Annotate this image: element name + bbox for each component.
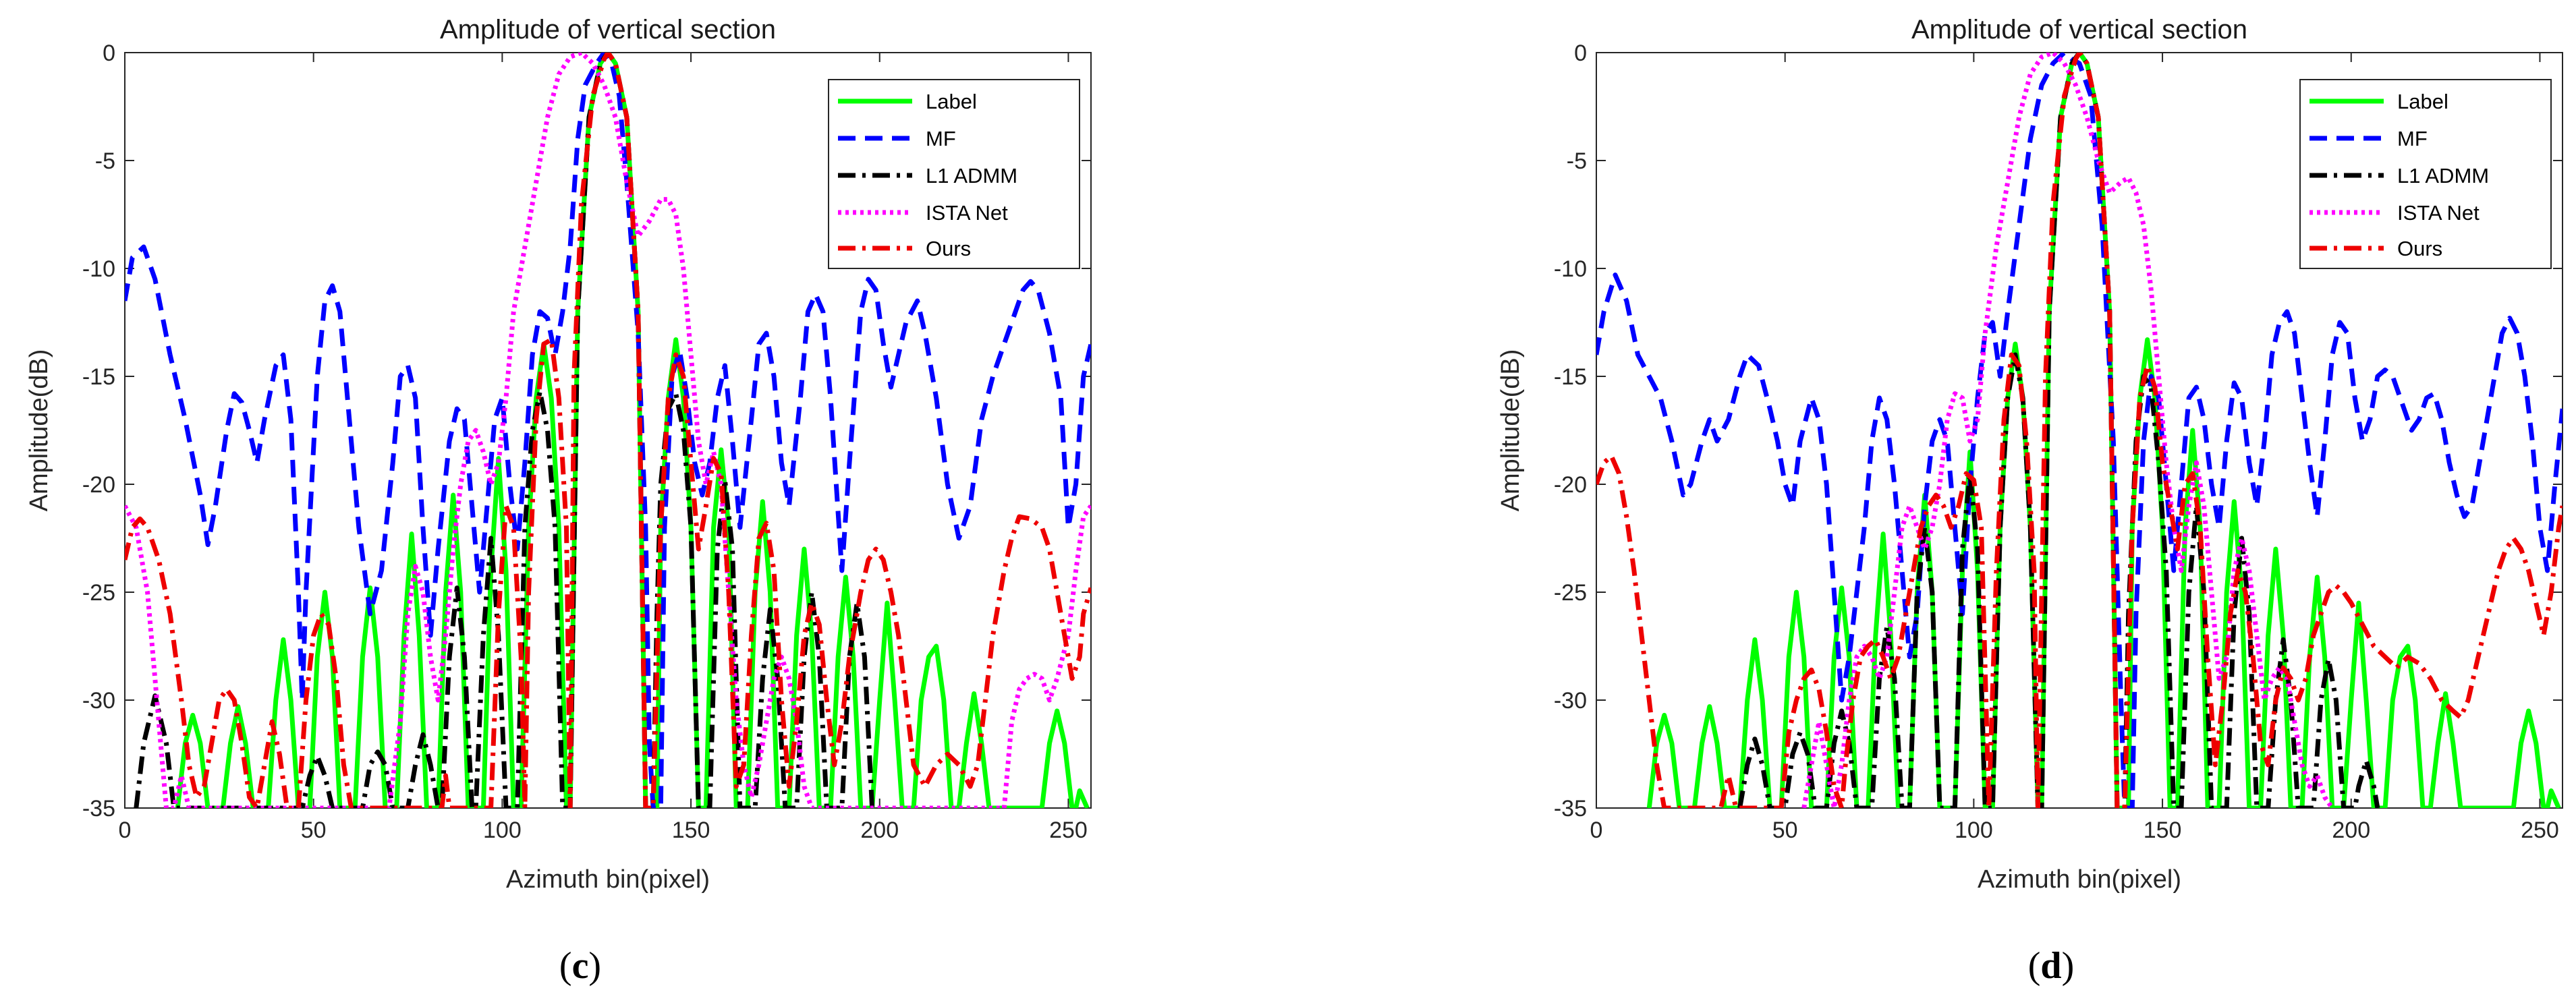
panel-c-legend: Label MF L1 ADMM ISTA Net Ours (828, 79, 1080, 269)
panel-c-series-l1-admm (134, 53, 875, 808)
panel-c-xtick-label: 0 (119, 817, 132, 843)
panel-d-x-axis-label: Azimuth bin(pixel) (1978, 865, 2181, 894)
panel-c-legend-box (828, 79, 1080, 269)
panel-d-y-tick-labels: 0 -5 -10 -15 -20 -25 -30 -35 (1554, 40, 1587, 822)
panel-d-xtick-label: 50 (1772, 817, 1798, 843)
panel-c-series-ista-net (125, 53, 1091, 808)
panel-d-ytick-label: -5 (1567, 148, 1587, 174)
panel-d-series-ista-net (1801, 53, 2334, 808)
panel-c-legend-text-label: Label (926, 90, 977, 113)
panel-c: Amplitude of vertical section 0 -5 -10 -15 -… (25, 15, 1092, 987)
panel-d-legend: Label MF L1 ADMM ISTA Net Ours (2299, 79, 2552, 269)
panel-c-legend-text-ours: Ours (926, 237, 971, 260)
panel-c-legend-text-ista-net: ISTA Net (926, 201, 1008, 225)
panel-d-ytick-label: -35 (1554, 796, 1587, 822)
panel-d-legend-text-mf: MF (2397, 127, 2428, 150)
panel-c-xtick-label: 200 (860, 817, 899, 843)
panel-d: Amplitude of vertical section 0 -5 -10 -15 -… (1496, 15, 2563, 987)
panel-d-ytick-label: -15 (1554, 364, 1587, 390)
panel-c-x-tick-labels: 0 50 100 150 200 250 (119, 817, 1088, 843)
panel-d-xtick-label: 200 (2332, 817, 2370, 843)
panel-c-ytick-label: -35 (82, 796, 115, 822)
panel-c-legend-text-l1-admm: L1 ADMM (926, 164, 1017, 188)
panel-c-title: Amplitude of vertical section (440, 15, 776, 45)
panel-c-xtick-label: 250 (1049, 817, 1088, 843)
panel-c-ytick-label: -5 (95, 148, 115, 174)
panel-c-tick-marks (124, 52, 1091, 809)
panel-d-ytick-label: -25 (1554, 580, 1587, 606)
panel-d-xtick-label: 100 (1955, 817, 1993, 843)
panel-d-ytick-label: 0 (1574, 40, 1587, 66)
panel-c-xtick-label: 150 (672, 817, 710, 843)
panel-c-series-ours (125, 53, 1091, 808)
panel-d-caption: (d) (2028, 945, 2074, 987)
panel-c-ytick-label: -15 (82, 364, 115, 390)
panel-d-legend-text-ours: Ours (2397, 237, 2442, 260)
panel-d-xtick-label: 250 (2521, 817, 2559, 843)
panel-c-y-tick-labels: 0 -5 -10 -15 -20 -25 -30 -35 (82, 40, 115, 822)
panel-d-x-tick-labels: 0 50 100 150 200 250 (1590, 817, 2559, 843)
panel-d-series-ours (1596, 53, 2563, 808)
panel-d-legend-box (2299, 79, 2552, 269)
panel-d-legend-text-ista-net: ISTA Net (2397, 201, 2480, 225)
panel-c-caption: (c) (559, 945, 601, 987)
panel-c-xtick-label: 100 (483, 817, 522, 843)
panel-d-legend-text-label: Label (2397, 90, 2448, 113)
panel-d-ytick-label: -20 (1554, 472, 1587, 498)
panel-d-series-mf (1596, 53, 2563, 808)
panel-c-x-axis-label: Azimuth bin(pixel) (506, 865, 710, 894)
panel-c-ytick-label: -25 (82, 580, 115, 606)
panel-d-caption-letter: d (2040, 945, 2061, 987)
panel-d-ytick-label: -10 (1554, 256, 1587, 282)
panel-d-y-axis-label: Amplitude(dB) (1496, 349, 1525, 512)
panel-c-legend-text-mf: MF (926, 127, 956, 150)
panel-d-ytick-label: -30 (1554, 688, 1587, 714)
panel-c-xtick-label: 50 (301, 817, 327, 843)
panel-c-ytick-label: 0 (103, 40, 115, 66)
panel-c-ytick-label: -30 (82, 688, 115, 714)
panel-d-plot-area (1596, 53, 2563, 808)
panel-d-xtick-label: 150 (2144, 817, 2182, 843)
panel-d-title: Amplitude of vertical section (1911, 15, 2247, 45)
panel-d-legend-text-l1-admm: L1 ADMM (2397, 164, 2489, 188)
panel-c-y-axis-label: Amplitude(dB) (25, 349, 53, 512)
panel-c-caption-letter: c (572, 945, 589, 987)
panel-c-plot-area (125, 53, 1091, 808)
panel-d-xtick-label: 0 (1590, 817, 1603, 843)
panel-c-ytick-label: -20 (82, 472, 115, 498)
panel-c-ytick-label: -10 (82, 256, 115, 282)
